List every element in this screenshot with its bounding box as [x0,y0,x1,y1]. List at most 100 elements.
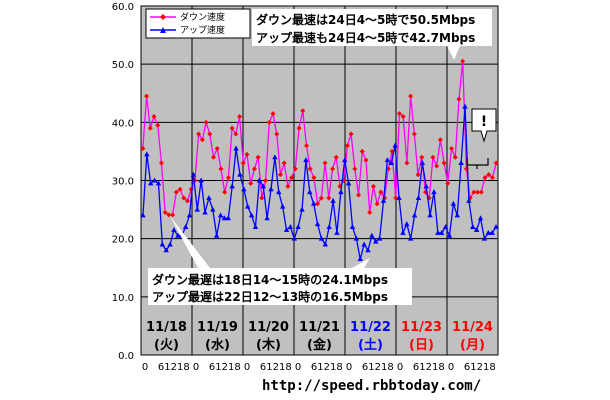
download-point [240,160,246,166]
download-point [396,111,402,117]
download-point [408,93,414,99]
upload-point [175,232,181,238]
download-point [486,172,492,178]
download-point [404,160,410,166]
x-tick-label: 6 [158,362,164,373]
upload-point [473,226,480,232]
upload-point [233,145,239,151]
x-tick-label: 6 [413,362,419,373]
fastest-annotation: ダウン最速は24日4～5時で50.5Mbps アップ最速も24日4～5時で42.… [252,9,492,60]
upload-point [295,224,301,230]
day-labels: 11/18 (火) 11/19 (水) 11/20 (木) 11/21 (金) 11/22 (土)… [146,320,493,353]
x-tick-label: 1218 [419,362,444,373]
upload-point [427,212,433,218]
download-point [292,166,298,172]
upload-point [361,241,367,247]
download-point [363,157,369,163]
upload-point [151,177,158,183]
upload-point [365,247,371,253]
download-point [248,180,254,186]
download-point [330,166,336,172]
upload-point [144,151,150,157]
upload-point [485,229,491,235]
day-weekday-label: (月) [460,338,485,353]
upload-point [481,235,488,241]
download-point [281,160,287,166]
upload-point [462,103,468,109]
slowest-download-note: ダウン最遅は18日14～15時の24.1Mbps [152,272,388,287]
download-point [374,201,380,207]
download-point [151,114,157,120]
day-weekday-label: (土) [358,337,383,353]
download-point [333,154,339,160]
y-axis-labels: 60.0 50.0 40.0 30.0 20.0 10.0 0.0 [112,2,134,362]
download-point [322,160,328,166]
download-point [229,125,235,131]
upload-point [260,183,266,189]
x-tick-label: 6 [209,362,215,373]
upload-point [396,194,402,200]
upload-point [264,215,270,221]
download-point [196,131,202,137]
download-point [225,175,231,181]
download-point [203,119,209,125]
download-point [237,114,243,120]
exclaim-callout: ! [466,108,497,169]
upload-point [198,177,204,183]
upload-point [349,224,356,230]
upload-point [404,221,410,227]
upload-point [237,171,243,177]
upload-point [159,241,166,247]
upload-point [256,177,263,183]
download-point [270,111,276,117]
upload-point [252,224,259,230]
upload-point [446,232,453,238]
upload-point [357,256,363,262]
download-point [199,137,205,143]
y-tick-label: 30.0 [112,177,134,188]
legend-upload-label: アップ速度 [180,24,225,36]
download-point [475,189,481,195]
fastest-callout-pointer [447,46,460,60]
x-tick-label: 0 [193,362,199,373]
download-point [344,143,350,149]
download-point [296,125,302,131]
upload-point [210,206,216,212]
x-tick-label: 1218 [317,362,342,373]
upload-point [171,226,177,232]
exclaim-mark: ! [481,114,487,130]
download-point [419,154,425,160]
download-point [452,154,458,160]
upload-point [221,215,228,221]
upload-point [439,229,445,235]
day-date-label: 11/23 [401,320,442,335]
download-point [244,151,250,157]
download-point [214,146,220,152]
download-point [489,175,495,181]
upload-point [148,180,154,186]
download-point [493,160,499,166]
download-point [155,122,161,128]
download-point [318,195,324,201]
download-point [434,163,440,169]
download-point [359,148,365,154]
upload-point [454,212,460,218]
slowest-annotation-box [148,268,412,305]
download-point [233,131,239,137]
x-tick-label: 0 [397,362,403,373]
download-point [326,195,332,201]
download-point [170,212,176,218]
upload-point [276,189,282,195]
upload-point [466,197,472,203]
x-tick-label: 0 [448,362,454,373]
day-weekday-label: (木) [256,337,281,353]
upload-point [342,157,348,163]
upload-point [477,215,484,221]
download-point [415,172,421,178]
y-tick-label: 40.0 [112,118,134,129]
upload-point [163,247,169,253]
download-point [259,195,265,201]
upload-point [411,212,418,218]
upload-point [299,206,305,212]
x-tick-label: 0 [295,362,301,373]
